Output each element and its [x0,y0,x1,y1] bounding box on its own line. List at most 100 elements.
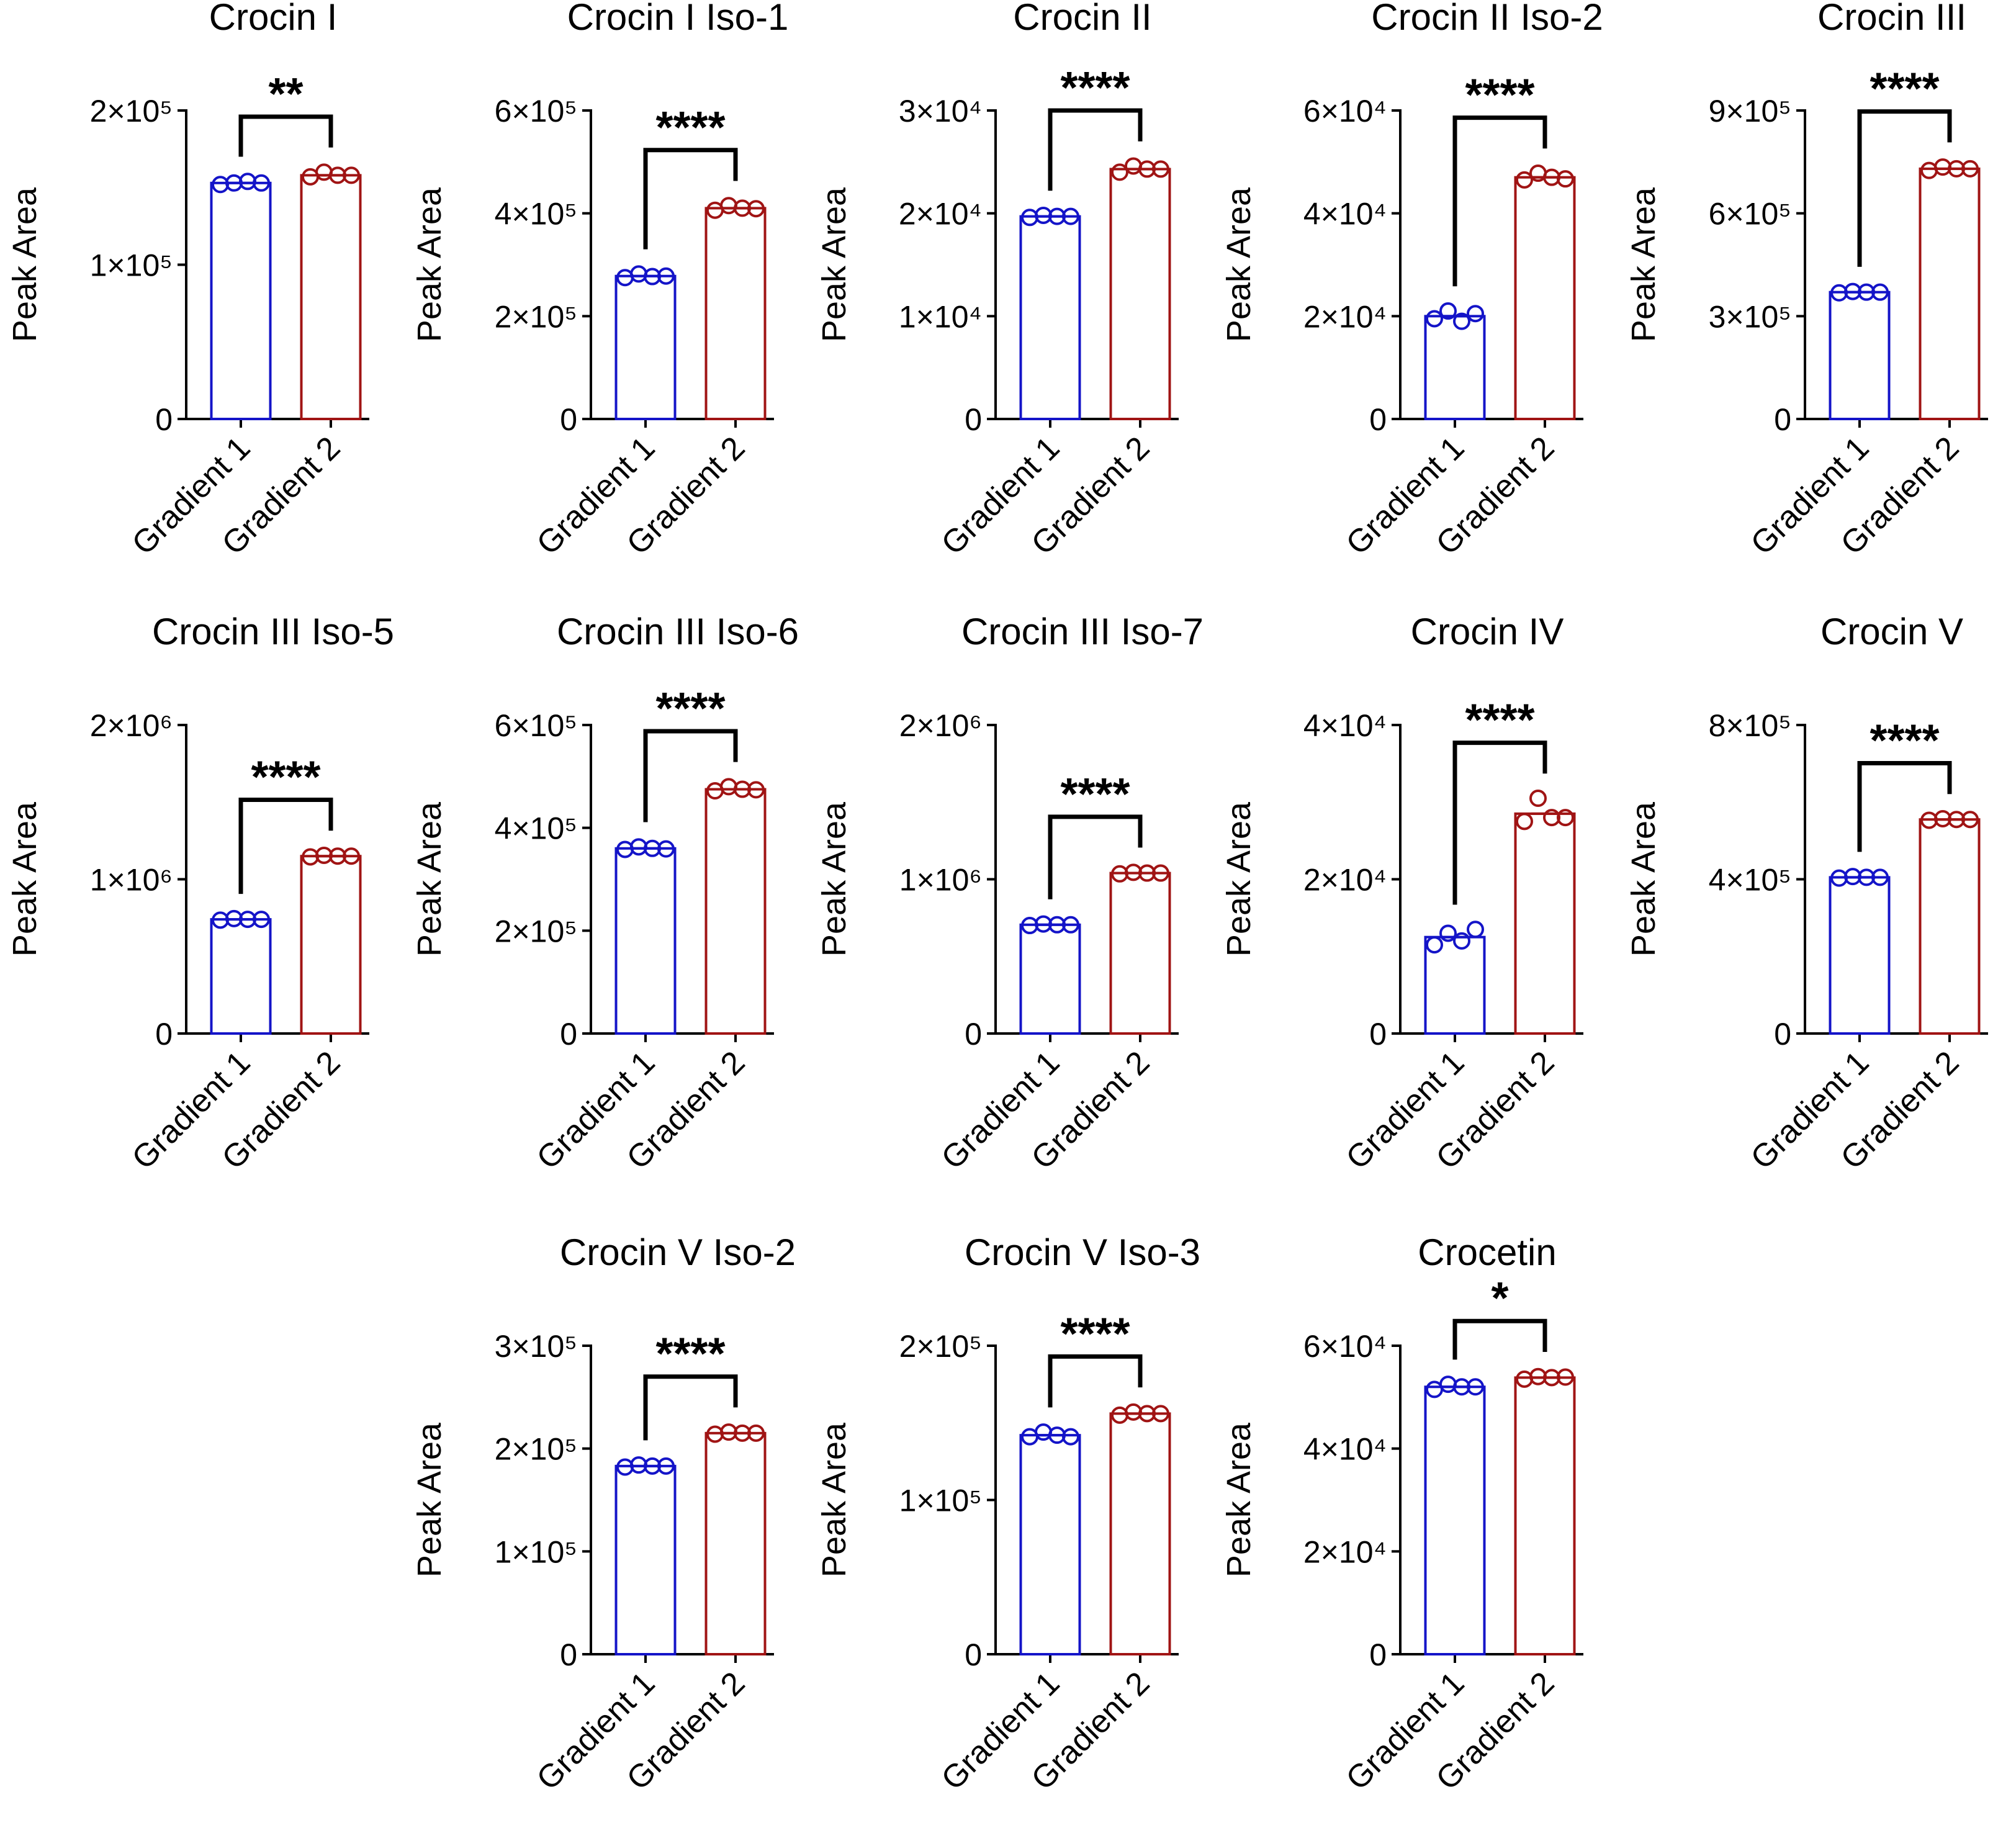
y-tick-label: 2×10⁵ [899,1329,982,1364]
y-axis-label: Peak Area [1625,801,1662,957]
data-point [1961,811,1979,829]
data-point [1467,921,1484,939]
chart-title: Crocin V [1820,611,1963,652]
significance-label: **** [1465,696,1534,745]
y-tick-label: 1×10⁵ [90,248,173,283]
y-tick-label: 1×10⁶ [899,863,982,898]
data-point [616,840,634,858]
y-tick-label: 0 [965,1017,982,1052]
chart-title: Crocin III [1817,0,1966,38]
bar [1919,167,1981,420]
bar [1019,1434,1081,1655]
bar [1109,168,1171,420]
chart-title: Crocin I [209,0,338,38]
significance-label: **** [1060,770,1130,819]
y-tick-label: 2×10⁴ [1303,1534,1387,1569]
bar [614,274,677,420]
significance-bracket [1452,741,1547,905]
bar [1829,876,1891,1035]
bar [1919,818,1981,1035]
data-point [1529,790,1547,808]
chart-title: Crocin II Iso-2 [1371,0,1603,38]
y-tick-label: 4×10⁴ [1303,1432,1387,1467]
significance-bracket [643,1374,738,1441]
data-point [1111,1406,1128,1424]
bar [704,1431,767,1655]
bar [1514,812,1576,1035]
significance-label: **** [655,684,725,734]
data-point [1439,924,1457,942]
y-tick-label: 4×10⁵ [1709,863,1791,898]
bar [300,855,362,1035]
y-tick-label: 2×10⁴ [899,197,982,232]
data-point [1467,305,1484,323]
data-point [253,911,270,929]
y-tick-label: 6×10⁵ [1709,197,1791,232]
bar [1109,1412,1171,1655]
y-tick-label: 2×10⁵ [495,914,577,948]
significance-label: ** [268,70,303,119]
y-tick-label: 2×10⁴ [1303,299,1387,334]
chart-title: Crocin V Iso-3 [965,1232,1200,1273]
chart-title: Crocin V Iso-2 [560,1232,796,1273]
y-tick-label: 2×10⁵ [90,94,173,128]
y-tick-label: 3×10⁵ [1709,299,1791,334]
data-point [657,267,675,285]
bar [704,207,767,420]
chart-panel: Crocin II Iso-2 Peak Area 0 2×10⁴ 4×10⁴ 6×10⁴… [1220,0,1603,562]
significance-label: **** [251,753,320,803]
data-point [630,265,647,283]
bar [704,788,767,1035]
chart-title: Crocin III Iso-5 [152,611,394,652]
data-point [1125,157,1142,175]
data-point [1426,310,1443,328]
data-point [1516,813,1533,831]
data-point [1516,1370,1533,1388]
data-point [1467,1378,1484,1396]
chart-title: Crocin III Iso-6 [557,611,799,652]
significance-label: **** [1465,71,1534,120]
significance-label: **** [1060,1309,1130,1359]
y-tick-label: 6×10⁴ [1303,94,1387,128]
y-tick-label: 3×10⁵ [495,1329,577,1364]
y-tick-label: 1×10⁵ [495,1534,577,1569]
y-tick-label: 2×10⁵ [495,1432,577,1467]
bar [1424,1385,1486,1655]
y-tick-label: 2×10⁶ [899,708,982,743]
y-tick-label: 1×10⁶ [90,863,173,898]
y-tick-label: 0 [1369,402,1387,437]
chart-title: Crocin III Iso-7 [961,611,1204,652]
y-axis-label: Peak Area [816,187,853,342]
y-axis-label: Peak Area [1220,801,1258,957]
data-point [1035,1423,1052,1441]
significance-bracket [1857,109,1952,267]
bar [614,1464,677,1655]
y-axis-label: Peak Area [6,801,43,957]
y-tick-label: 6×10⁵ [495,94,577,128]
y-tick-label: 6×10⁵ [495,708,577,743]
data-point [343,847,360,865]
data-point [315,163,333,181]
y-tick-label: 0 [155,1017,173,1052]
y-tick-label: 0 [965,1637,982,1672]
y-tick-label: 3×10⁴ [899,94,982,128]
data-point [1062,916,1079,934]
data-point [1557,170,1574,188]
y-axis-label: Peak Area [1220,1422,1258,1577]
y-axis-label: Peak Area [1625,187,1662,342]
y-tick-label: 0 [1369,1017,1387,1052]
bar [614,847,677,1035]
data-point [343,166,360,184]
data-point [1111,163,1128,181]
data-point [1453,932,1470,950]
y-tick-label: 4×10⁵ [495,197,577,232]
significance-bracket [1857,761,1952,852]
data-point [720,778,737,796]
y-tick-label: 8×10⁵ [1709,708,1791,743]
